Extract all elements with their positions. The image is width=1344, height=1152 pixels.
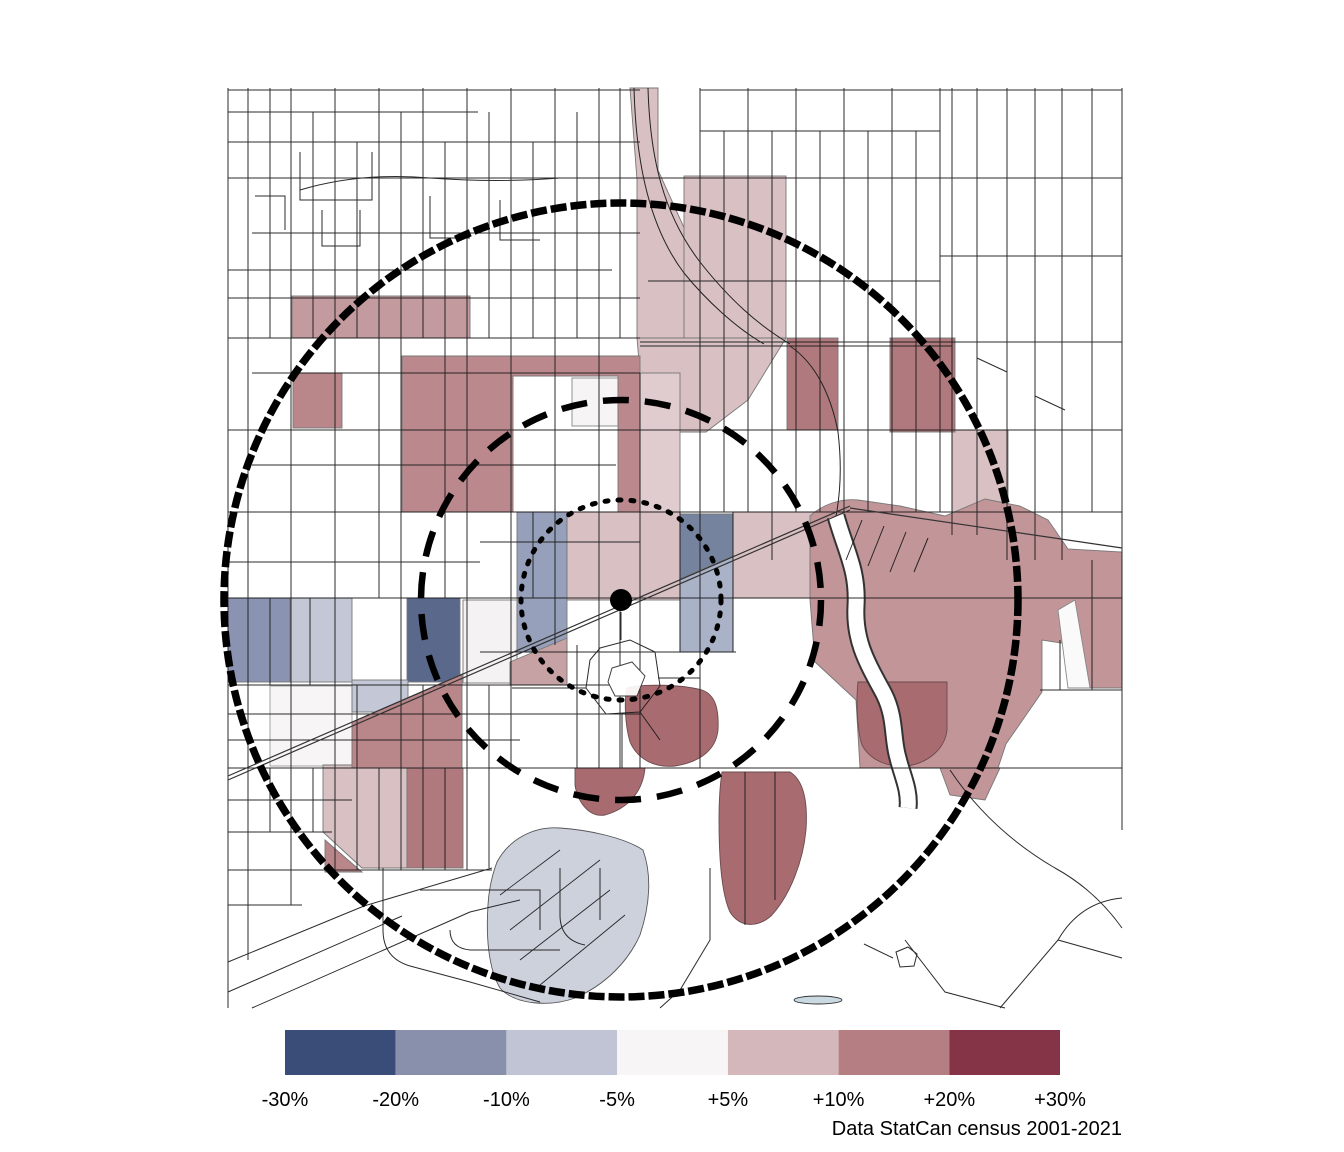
block-decline-10 (289, 597, 353, 683)
ravine-river (826, 513, 918, 810)
block-growth-20 (786, 337, 839, 431)
legend-label: +10% (813, 1089, 865, 1111)
legend-label: -30% (262, 1089, 309, 1111)
data-source-caption: Data StatCan census 2001-2021 (831, 1118, 1122, 1140)
radius-ring-middle (417, 396, 825, 804)
traffic-circle (607, 661, 646, 697)
legend-swatches (285, 1030, 1060, 1075)
legend-label: +30% (1034, 1089, 1086, 1111)
street-network (227, 88, 1123, 1009)
legend-labels: -30% -20% -10% -5% +5% +10% +20% +30% (262, 1089, 1086, 1111)
legend-label: -20% (372, 1089, 419, 1111)
legend-swatch (395, 1030, 507, 1075)
block-ravine-south (486, 827, 650, 1004)
legend-swatch (727, 1030, 839, 1075)
radius-ring-outer (220, 199, 1022, 1001)
pond (793, 995, 843, 1005)
legend: -30% -20% -10% -5% +5% +10% +20% +30% (262, 1030, 1086, 1111)
legend-label: -10% (483, 1089, 530, 1111)
rail-line (227, 505, 1123, 781)
legend-label: -5% (599, 1089, 635, 1111)
block-decline-20 (227, 597, 291, 683)
parkway-road (633, 87, 841, 517)
legend-label: +5% (708, 1089, 749, 1111)
census-blocks (227, 87, 1123, 1005)
legend-swatch (617, 1030, 728, 1075)
station-marker (610, 589, 632, 611)
legend-label: +20% (923, 1089, 975, 1111)
legend-swatch (285, 1030, 396, 1075)
radius-rings (220, 199, 1022, 1001)
legend-swatch (949, 1030, 1060, 1075)
legend-swatch (838, 1030, 950, 1075)
block-growth-10 (291, 295, 471, 339)
radius-ring-inner (518, 497, 724, 703)
legend-swatch (506, 1030, 618, 1075)
